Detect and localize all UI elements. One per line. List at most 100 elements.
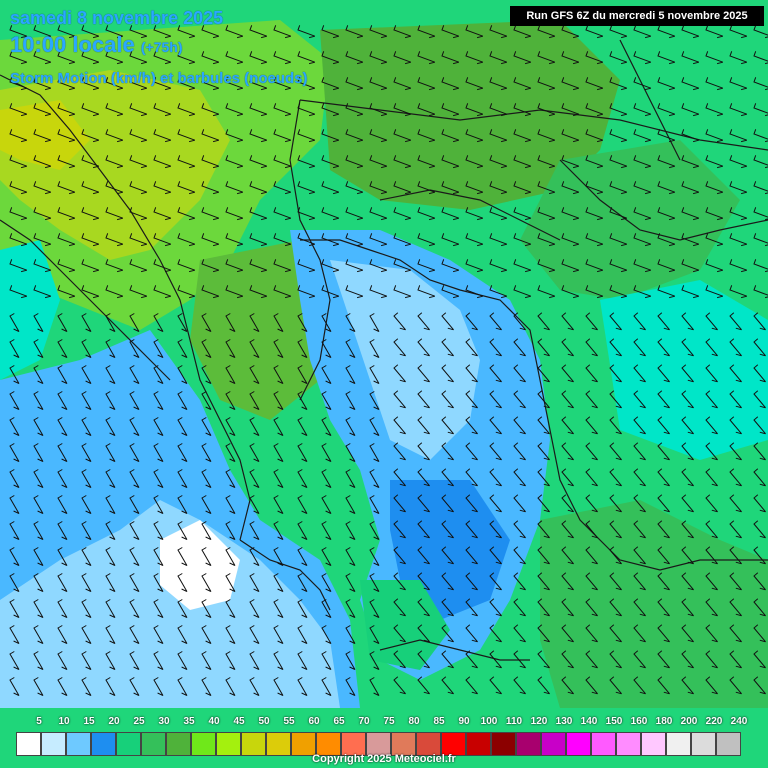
wind-barb bbox=[441, 25, 460, 39]
wind-barb bbox=[129, 103, 148, 117]
wind-barb bbox=[657, 155, 676, 169]
wind-barb bbox=[297, 365, 308, 385]
wind-barb bbox=[489, 598, 502, 617]
wind-barb bbox=[585, 416, 598, 435]
wind-barb bbox=[465, 650, 478, 669]
wind-barb bbox=[105, 391, 116, 411]
wind-barb bbox=[81, 25, 100, 39]
wind-barb bbox=[33, 365, 44, 385]
legend-label: 25 bbox=[133, 716, 145, 727]
wind-barb bbox=[633, 442, 646, 461]
wind-barb bbox=[129, 207, 148, 221]
wind-barb bbox=[441, 207, 460, 221]
wind-barb bbox=[561, 103, 580, 117]
wind-barb bbox=[681, 416, 694, 435]
wind-barb bbox=[633, 624, 646, 643]
wind-barb bbox=[393, 572, 406, 591]
wind-barb bbox=[465, 442, 478, 461]
wind-barb bbox=[129, 391, 140, 411]
wind-barb bbox=[33, 469, 44, 489]
wind-barb bbox=[9, 207, 28, 221]
wind-barb bbox=[57, 259, 76, 273]
wind-barb bbox=[105, 677, 116, 697]
legend-swatch bbox=[216, 732, 241, 756]
wind-barb bbox=[177, 313, 188, 333]
wind-barb bbox=[9, 599, 20, 619]
legend-swatch bbox=[566, 732, 591, 756]
wind-barb bbox=[9, 233, 28, 247]
wind-barb bbox=[657, 676, 670, 695]
wind-barb bbox=[345, 77, 364, 91]
wind-barb bbox=[705, 129, 724, 143]
wind-barb bbox=[705, 468, 718, 487]
wind-barb bbox=[153, 417, 164, 437]
wind-barb bbox=[33, 443, 44, 463]
wind-barb bbox=[561, 285, 580, 299]
wind-barb bbox=[513, 676, 526, 695]
wind-barb bbox=[201, 443, 212, 463]
wind-barb bbox=[633, 51, 652, 65]
wind-barb bbox=[201, 103, 220, 117]
wind-barb bbox=[513, 259, 532, 273]
wind-barb bbox=[465, 233, 484, 247]
wind-barb bbox=[177, 495, 188, 515]
wind-barb bbox=[81, 547, 92, 567]
legend-label: 85 bbox=[433, 716, 445, 727]
wind-barb bbox=[9, 51, 28, 65]
wind-barb bbox=[345, 495, 356, 515]
wind-barb bbox=[729, 676, 742, 695]
color-legend: 5 10 15 20 25 30 35 40 45 50 55 60 65 70 75 80 85 90 100 11… bbox=[0, 708, 768, 768]
wind-barb bbox=[33, 339, 44, 359]
wind-barb bbox=[201, 677, 212, 697]
wind-barb bbox=[81, 365, 92, 385]
sky-blue-zone bbox=[0, 500, 340, 708]
wind-barb bbox=[585, 312, 598, 331]
wind-barb bbox=[609, 416, 622, 435]
wind-barb bbox=[681, 546, 694, 565]
wind-barb bbox=[681, 390, 694, 409]
wind-barb bbox=[201, 417, 212, 437]
wind-barb bbox=[153, 51, 172, 65]
wind-barb bbox=[369, 313, 380, 333]
wind-barb bbox=[705, 259, 724, 273]
wind-barb bbox=[417, 442, 430, 461]
copyright-text: Copyright 2025 Meteociel.fr bbox=[312, 753, 456, 765]
wind-barb bbox=[81, 391, 92, 411]
wind-barb bbox=[681, 364, 694, 383]
wind-barb bbox=[729, 416, 742, 435]
wind-barb bbox=[489, 494, 502, 513]
wind-barb bbox=[393, 676, 406, 695]
wind-barb bbox=[321, 521, 332, 541]
wind-barb bbox=[201, 259, 220, 273]
legend-swatch bbox=[266, 732, 291, 756]
wind-barb bbox=[513, 285, 532, 299]
wind-barb bbox=[489, 77, 508, 91]
wind-barb bbox=[225, 495, 236, 515]
wind-barb bbox=[441, 233, 460, 247]
wind-barb bbox=[681, 598, 694, 617]
wind-barb bbox=[561, 25, 580, 39]
wind-barb bbox=[537, 416, 550, 435]
wind-barb bbox=[537, 338, 550, 357]
wind-barb bbox=[561, 624, 574, 643]
wind-barb bbox=[33, 103, 52, 117]
wind-barb bbox=[609, 181, 628, 195]
wind-barb bbox=[537, 259, 556, 273]
wind-barb bbox=[33, 573, 44, 593]
wind-barb bbox=[417, 624, 430, 643]
wind-barb bbox=[465, 572, 478, 591]
wind-barb bbox=[585, 259, 604, 273]
wind-barb bbox=[81, 339, 92, 359]
wind-barb bbox=[393, 259, 412, 273]
wind-barb bbox=[177, 51, 196, 65]
wind-barb bbox=[201, 625, 212, 645]
wind-barb bbox=[153, 365, 164, 385]
wind-barb bbox=[657, 77, 676, 91]
wind-barb bbox=[9, 365, 20, 385]
wind-barb bbox=[177, 677, 188, 697]
wind-barb bbox=[705, 676, 718, 695]
wind-barb bbox=[297, 207, 316, 221]
wind-barb bbox=[321, 285, 340, 299]
wind-barb bbox=[537, 494, 550, 513]
legend-swatch bbox=[691, 732, 716, 756]
